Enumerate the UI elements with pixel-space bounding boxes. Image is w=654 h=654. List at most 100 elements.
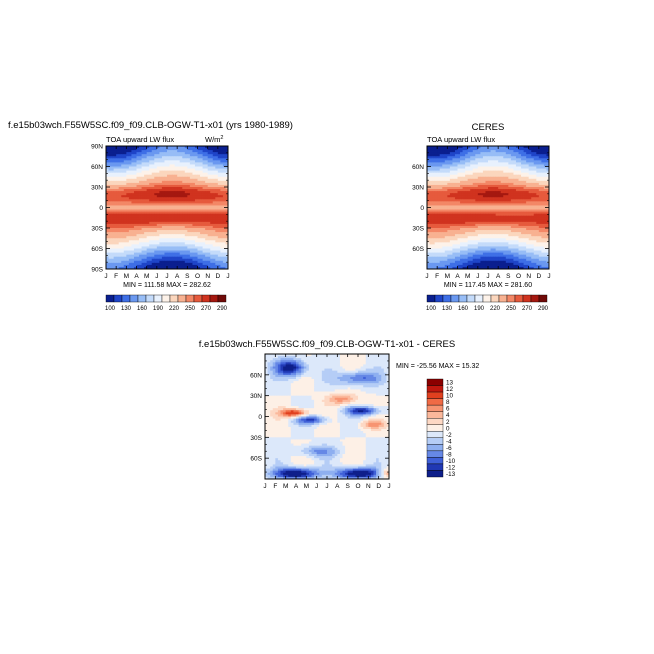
- model-cell: [174, 191, 178, 194]
- model-cell: [217, 266, 221, 269]
- model-cell: [164, 254, 168, 258]
- obs-cell: [546, 217, 549, 221]
- model-cell: [189, 193, 193, 196]
- obs-cell: [500, 221, 504, 225]
- model-cell: [189, 232, 193, 235]
- obs-cell: [429, 168, 433, 171]
- model-cell: [154, 260, 158, 264]
- obs-cell: [538, 223, 542, 227]
- model-cell: [167, 158, 170, 161]
- obs-cell: [477, 187, 481, 190]
- model-cell: [215, 217, 219, 221]
- model-cell: [217, 207, 221, 210]
- model-cell: [194, 166, 198, 169]
- model-cell: [179, 180, 183, 184]
- model-cell: [121, 152, 125, 155]
- model-cell: [182, 234, 186, 237]
- obs-cell: [439, 203, 443, 206]
- obs-cell: [533, 162, 537, 165]
- obs-cell: [493, 217, 497, 221]
- model-cell: [164, 191, 168, 194]
- obs-cell: [460, 205, 463, 208]
- obs-cell: [526, 154, 530, 157]
- model-cell: [194, 221, 198, 225]
- model-cell: [207, 217, 211, 221]
- obs-cell: [480, 154, 484, 157]
- obs-cell: [510, 146, 514, 149]
- obs-cell: [533, 203, 537, 206]
- obs-cell: [518, 187, 522, 190]
- model-cell: [192, 225, 196, 229]
- obs-cell: [462, 189, 466, 192]
- obs-cell: [444, 203, 448, 206]
- obs-cell: [442, 201, 446, 204]
- model-cell: [144, 228, 148, 231]
- obs-cell: [439, 172, 443, 176]
- model-cell: [151, 201, 155, 204]
- model-cell: [136, 244, 140, 247]
- obs-cell: [472, 148, 476, 151]
- obs-cell: [439, 199, 443, 202]
- obs-cell: [503, 195, 507, 198]
- obs-cell: [437, 221, 441, 225]
- obs-cell: [454, 215, 458, 219]
- model-cell: [159, 162, 163, 165]
- model-cell: [113, 213, 117, 217]
- model-cell: [177, 238, 181, 241]
- model-cell: [128, 215, 132, 219]
- obs-cell: [465, 203, 469, 206]
- obs-cell: [546, 146, 549, 149]
- obs-cell: [482, 187, 486, 190]
- obs-cell: [533, 160, 537, 163]
- model-cell: [144, 232, 148, 235]
- obs-cell: [543, 199, 547, 202]
- obs-cell: [541, 195, 545, 198]
- model-cell: [149, 197, 153, 200]
- model-cell: [167, 189, 170, 192]
- model-cell: [202, 215, 206, 219]
- obs-cell: [472, 217, 476, 221]
- model-cell: [187, 223, 191, 227]
- x-tick-label: A: [134, 273, 139, 280]
- model-cell: [131, 166, 135, 169]
- model-cell: [220, 244, 224, 247]
- obs-cell: [536, 217, 540, 221]
- model-cell: [222, 242, 226, 245]
- model-cell: [192, 260, 196, 264]
- model-cell: [174, 260, 178, 264]
- obs-cell: [460, 158, 463, 161]
- model-cell: [184, 228, 188, 231]
- obs-cell: [439, 195, 443, 198]
- model-cell: [182, 207, 186, 210]
- obs-cell: [467, 191, 471, 194]
- model-cell: [194, 172, 198, 176]
- obs-cell: [543, 148, 547, 151]
- model-cell: [141, 236, 145, 239]
- model-cell: [177, 174, 181, 178]
- model-cell: [161, 246, 165, 249]
- obs-cell: [444, 148, 448, 151]
- obs-cell: [449, 205, 453, 208]
- obs-cell: [523, 152, 527, 155]
- obs-cell: [521, 172, 524, 176]
- obs-cell: [531, 154, 535, 157]
- obs-cell: [442, 164, 446, 167]
- obs-cell: [533, 156, 537, 159]
- obs-cell: [495, 174, 499, 178]
- obs-cell: [457, 191, 461, 194]
- obs-cell: [482, 207, 486, 210]
- model-cell: [159, 256, 163, 260]
- model-cell: [111, 221, 115, 225]
- model-cell: [189, 250, 193, 253]
- obs-cell: [472, 180, 476, 184]
- model-cell: [118, 242, 122, 245]
- model-cell: [167, 246, 170, 249]
- model-cell: [205, 252, 209, 256]
- obs-cell: [470, 213, 474, 217]
- model-cell: [215, 230, 219, 233]
- model-cell: [167, 260, 170, 264]
- model-cell: [177, 176, 181, 180]
- obs-cell: [490, 162, 494, 165]
- model-cell: [167, 256, 170, 260]
- model-cell: [167, 168, 170, 171]
